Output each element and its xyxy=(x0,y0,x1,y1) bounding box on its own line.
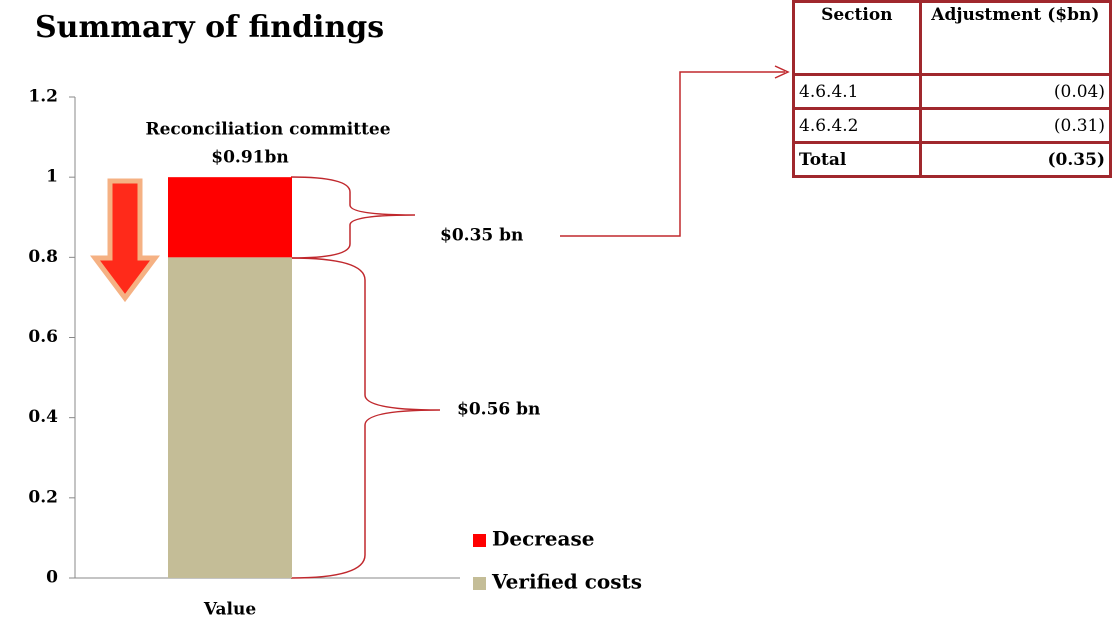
legend-label: Verified costs xyxy=(491,570,642,594)
cell: (0.04) xyxy=(918,73,1112,110)
brace xyxy=(290,176,416,259)
row: 4.6.4.2 (0.31) xyxy=(792,107,1112,144)
legend-label: Decrease xyxy=(492,527,594,551)
annotation: Reconciliation committee xyxy=(145,120,390,140)
connector xyxy=(560,71,785,237)
cell: 4.6.4.2 xyxy=(792,107,922,144)
y-tick-label: 0.4 xyxy=(28,407,58,427)
y-tick-label: 0.8 xyxy=(28,247,58,267)
y-tick-label: 1 xyxy=(46,167,58,187)
cell: (0.31) xyxy=(918,107,1112,144)
header-cell: Adjustment ($bn) xyxy=(918,0,1112,76)
adjustment-table: Section Adjustment ($bn) 4.6.4.1 (0.04) 4… xyxy=(792,0,1112,178)
annotation: $0.91bn xyxy=(211,148,288,168)
cell: (0.35) xyxy=(918,141,1112,178)
bar-segment xyxy=(168,177,292,258)
legend-swatch xyxy=(473,577,486,590)
row: Total (0.35) xyxy=(792,141,1112,178)
y-tick-label: 0 xyxy=(46,568,58,588)
y-tick-label: 1.2 xyxy=(28,87,58,107)
chart-title: Summary of findings xyxy=(35,10,384,45)
bar-segment xyxy=(168,257,292,578)
brace xyxy=(290,257,441,579)
connector-arrowhead xyxy=(774,65,790,79)
cell: 4.6.4.1 xyxy=(792,73,922,110)
cell: Total xyxy=(792,141,922,178)
down-arrow xyxy=(90,178,160,303)
legend-swatch xyxy=(473,534,486,547)
y-tick-label: 0.6 xyxy=(28,327,58,347)
y-tick-label: 0.2 xyxy=(28,487,58,507)
header-row: Section Adjustment ($bn) xyxy=(792,0,1112,76)
header-cell: Section xyxy=(792,0,922,76)
annotation: $0.56 bn xyxy=(457,400,540,420)
row: 4.6.4.1 (0.04) xyxy=(792,73,1112,110)
x-tick-label: Value xyxy=(203,600,256,620)
annotation: $0.35 bn xyxy=(440,226,523,246)
